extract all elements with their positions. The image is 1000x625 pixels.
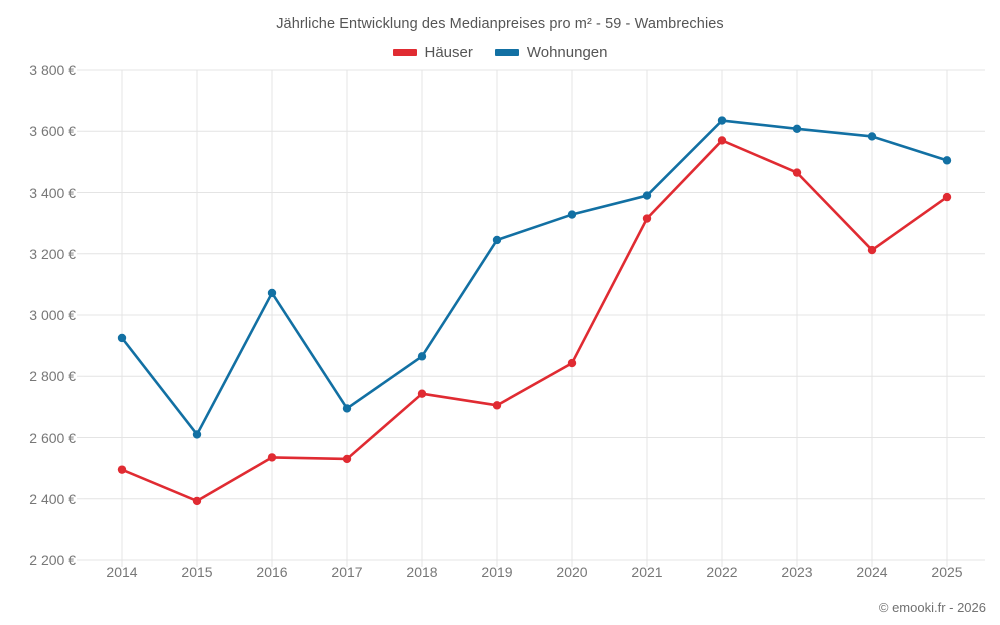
- y-axis-tick-label: 3 800 €: [29, 62, 76, 78]
- data-point-wohnungen[interactable]: [717, 116, 727, 125]
- data-point-hauser[interactable]: [717, 136, 727, 145]
- x-axis-tick-label: 2022: [706, 564, 738, 580]
- x-axis-tick-label: 2025: [931, 564, 963, 580]
- legend-item-hauser[interactable]: Häuser: [392, 44, 473, 61]
- chart-legend: Häuser Wohnungen: [0, 44, 1000, 61]
- legend-label-hauser: Häuser: [424, 44, 473, 61]
- data-point-wohnungen[interactable]: [867, 132, 877, 141]
- data-point-hauser[interactable]: [492, 401, 502, 410]
- data-point-wohnungen[interactable]: [942, 156, 952, 165]
- data-point-wohnungen[interactable]: [642, 191, 652, 200]
- y-axis-tick-label: 3 400 €: [29, 184, 76, 201]
- y-axis-tick-label: 2 800 €: [29, 368, 76, 385]
- x-axis-tick-label: 2017: [331, 564, 363, 580]
- legend-label-wohnungen: Wohnungen: [526, 44, 608, 61]
- data-point-wohnungen[interactable]: [117, 333, 127, 343]
- x-axis-tick-label: 2014: [106, 564, 138, 580]
- data-point-hauser[interactable]: [867, 245, 877, 255]
- data-point-hauser[interactable]: [642, 214, 652, 223]
- data-point-wohnungen[interactable]: [792, 124, 802, 133]
- x-axis-tick-label: 2018: [406, 564, 438, 580]
- data-point-wohnungen[interactable]: [567, 210, 577, 219]
- x-axis-tick-label: 2016: [256, 564, 288, 580]
- data-point-hauser[interactable]: [192, 496, 202, 506]
- series-line-wohnungen: [120, 119, 949, 436]
- y-axis-tick-label: 2 600 €: [29, 429, 76, 446]
- chart-title: Jährliche Entwicklung des Medianpreises …: [276, 16, 724, 32]
- y-axis-tick-label: 3 200 €: [29, 245, 76, 262]
- y-axis-tick-label: 3 600 €: [29, 123, 76, 140]
- data-point-hauser[interactable]: [567, 358, 577, 368]
- data-point-wohnungen[interactable]: [192, 430, 202, 439]
- data-point-hauser[interactable]: [942, 192, 952, 202]
- x-axis-tick-label: 2023: [781, 564, 813, 580]
- y-axis-tick-label: 3 000 €: [29, 307, 76, 323]
- legend-item-wohnungen[interactable]: Wohnungen: [494, 44, 608, 61]
- x-axis-tick-label: 2024: [856, 564, 888, 580]
- legend-swatch-icon-hauser: [392, 49, 417, 56]
- data-point-hauser[interactable]: [117, 465, 127, 474]
- data-point-hauser[interactable]: [417, 389, 427, 398]
- data-point-hauser[interactable]: [792, 168, 802, 177]
- data-point-hauser[interactable]: [342, 454, 352, 464]
- x-axis-tick-label: 2019: [481, 564, 513, 580]
- x-axis-tick-label: 2021: [631, 564, 663, 580]
- legend-swatch-icon-wohnungen: [494, 49, 519, 56]
- x-axis-tick-label: 2020: [556, 564, 588, 580]
- copyright-footer: © emooki.fr - 2026: [878, 600, 986, 615]
- x-axis-tick-label: 2015: [181, 564, 213, 580]
- y-axis-tick-label: 2 400 €: [29, 490, 76, 507]
- data-point-wohnungen[interactable]: [417, 352, 427, 361]
- data-point-wohnungen[interactable]: [492, 235, 502, 245]
- y-axis-tick-label: 2 200 €: [29, 552, 76, 568]
- data-point-wohnungen[interactable]: [342, 404, 352, 413]
- data-point-hauser[interactable]: [267, 453, 277, 462]
- series-line-hauser: [120, 139, 949, 503]
- data-point-wohnungen[interactable]: [267, 288, 277, 298]
- y-axis-tick-labels: 2 200 € 2 400 € 2 600 € 2 800 € 3 000 € 3 200…: [0, 0, 76, 625]
